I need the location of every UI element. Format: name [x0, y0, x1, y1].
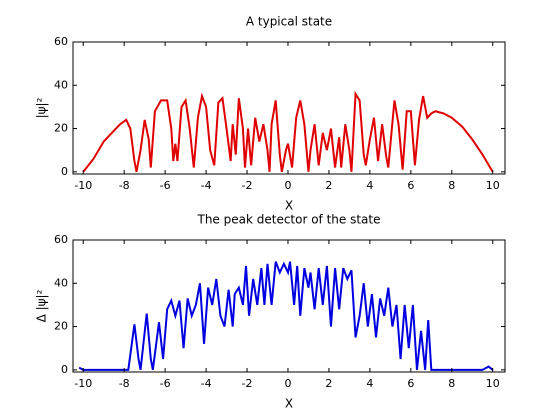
y-tick-label: 0: [61, 165, 68, 178]
x-tick-label: -10: [74, 179, 92, 192]
x-tick-label: 10: [486, 179, 500, 192]
y-tick-label: 40: [54, 78, 68, 91]
chart-title: A typical state: [246, 15, 332, 29]
y-tick-label: 20: [54, 320, 68, 333]
y-tick-label: 0: [61, 363, 68, 376]
x-tick-label: -2: [242, 377, 253, 390]
y-tick-label: 60: [54, 35, 68, 48]
x-tick-label: -4: [201, 179, 212, 192]
data-line: [82, 90, 494, 173]
x-tick-label: -2: [242, 179, 253, 192]
x-tick-label: 10: [486, 377, 500, 390]
x-tick-label: 4: [366, 377, 373, 390]
y-tick-label: 60: [54, 233, 68, 246]
x-tick-label: 6: [407, 179, 414, 192]
x-tick-label: -6: [160, 179, 171, 192]
x-tick-label: -8: [119, 377, 130, 390]
x-tick-label: 2: [325, 179, 332, 192]
y-axis-label: Δ |ψ|²: [35, 289, 49, 322]
x-tick-label: 0: [284, 179, 291, 192]
x-tick-label: 8: [448, 179, 455, 192]
x-tick-label: -8: [119, 179, 130, 192]
x-axis-label: X: [285, 397, 293, 411]
x-tick-label: 4: [366, 179, 373, 192]
x-tick-label: -10: [74, 377, 92, 390]
y-axis-label: |ψ|²: [35, 97, 49, 118]
x-tick-label: -4: [201, 377, 212, 390]
x-axis-label: X: [285, 199, 293, 213]
x-tick-label: 0: [284, 377, 291, 390]
y-tick-label: 40: [54, 276, 68, 289]
x-tick-label: 8: [448, 377, 455, 390]
x-tick-label: 6: [407, 377, 414, 390]
x-tick-label: -6: [160, 377, 171, 390]
data-line: [78, 261, 494, 371]
y-tick-label: 20: [54, 122, 68, 135]
x-tick-label: 2: [325, 377, 332, 390]
chart-title: The peak detector of the state: [196, 213, 380, 227]
